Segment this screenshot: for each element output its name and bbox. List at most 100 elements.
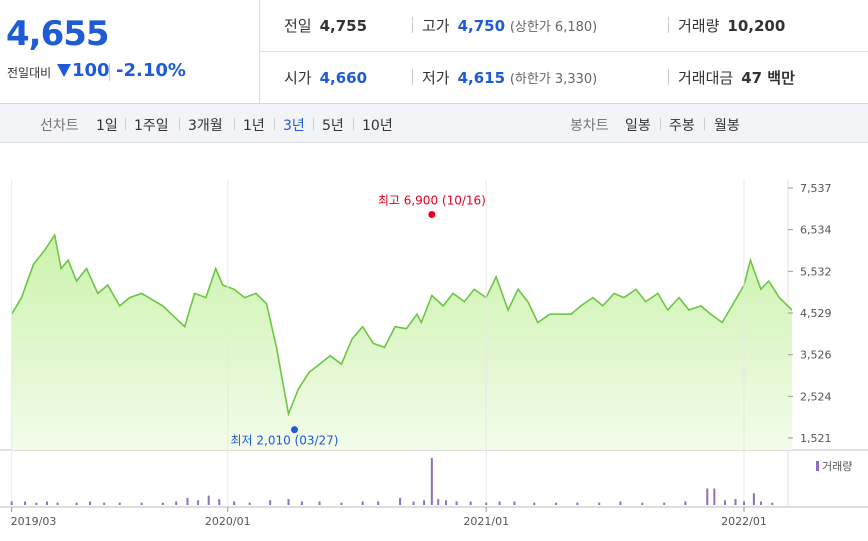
- upper-limit: (상한가 6,180): [509, 20, 598, 35]
- volume-legend-swatch: [816, 461, 819, 471]
- volume-bar: [175, 501, 178, 505]
- volume-label: 거래량: [678, 17, 720, 35]
- y-tick-label: 7,537: [800, 182, 832, 195]
- volume-legend: 거래량: [822, 460, 852, 473]
- low-annotation: 최저 2,010 (03/27): [230, 434, 338, 448]
- period-3m[interactable]: 3개월: [188, 118, 223, 134]
- volume-bar: [89, 501, 92, 505]
- candle-weekly[interactable]: 주봉: [669, 118, 695, 134]
- info-row-2: 시가 4,660 저가 4,615 (하한가 3,330) 거래대금 47 백만: [260, 52, 868, 103]
- volume-bar: [377, 501, 380, 505]
- volume-bar: [269, 500, 272, 505]
- volume-bar: [743, 501, 745, 505]
- x-tick-label: 2020/01: [205, 515, 251, 528]
- price-summary: 4,655 전일대비 100 -2.10%: [0, 0, 260, 103]
- day-low-label: 저가: [422, 69, 450, 87]
- change-divider: [109, 63, 110, 81]
- line-chart-label: 선차트: [40, 118, 79, 134]
- volume-bar: [300, 501, 303, 505]
- volume-bar: [533, 502, 536, 505]
- volume-value: 10,200: [727, 17, 786, 35]
- period-divider: [274, 118, 275, 130]
- high-marker: [428, 210, 436, 218]
- period-divider: [125, 118, 126, 130]
- volume-bar: [24, 501, 27, 505]
- volume-bar: [233, 501, 236, 505]
- volume-bar: [118, 502, 121, 505]
- info-divider: [668, 17, 669, 33]
- period-10y[interactable]: 10년: [362, 118, 393, 134]
- volume-bar: [469, 501, 472, 505]
- y-tick-label: 1,521: [800, 432, 832, 445]
- period-divider: [704, 118, 705, 130]
- y-tick-label: 3,526: [800, 349, 832, 362]
- volume-bar: [340, 502, 343, 505]
- volume-bar: [318, 501, 321, 505]
- volume-bar: [399, 497, 402, 505]
- volume-bar: [207, 495, 210, 505]
- trade-amount: 거래대금 47 백만: [678, 67, 795, 88]
- volume-bar: [430, 458, 433, 505]
- volume-bar: [684, 501, 687, 505]
- volume-bar: [663, 502, 666, 505]
- volume-bar: [752, 493, 755, 505]
- day-low: 저가 4,615 (하한가 3,330): [422, 67, 597, 88]
- x-tick-label: 2019/03: [11, 515, 57, 528]
- candle-daily[interactable]: 일봉: [625, 118, 651, 134]
- price-chart: 7,537 6,534 5,532 4,529 3,526 2,524 1,521 2019…: [0, 180, 868, 528]
- period-divider: [353, 118, 354, 130]
- volume-bar: [759, 501, 762, 505]
- trade-amount-value: 47 백만: [741, 69, 795, 87]
- day-low-value: 4,615: [457, 69, 506, 87]
- period-5y[interactable]: 5년: [322, 118, 344, 134]
- price-area: [11, 235, 793, 450]
- volume-bar: [723, 500, 726, 505]
- volume-bar: [412, 501, 415, 505]
- down-triangle-icon: [57, 64, 71, 77]
- quote-header: 4,655 전일대비 100 -2.10% 전일 4,755 고가 4,750 (상…: [0, 0, 868, 104]
- volume-bar: [186, 497, 189, 505]
- volume-bar: [576, 502, 579, 505]
- candle-monthly[interactable]: 월봉: [714, 118, 740, 134]
- prev-close: 전일 4,755: [284, 15, 367, 36]
- volume-bar: [641, 502, 644, 505]
- volume-bar: [713, 488, 716, 505]
- period-3y[interactable]: 3년: [283, 118, 305, 134]
- volume-bar: [498, 501, 501, 505]
- volume-bar: [140, 502, 143, 505]
- period-1d[interactable]: 1일: [96, 118, 118, 134]
- volume-bar: [361, 501, 364, 505]
- volume-bar: [75, 502, 78, 505]
- volume-bar: [161, 502, 164, 505]
- volume: 거래량 10,200: [678, 15, 785, 36]
- period-1w[interactable]: 1주일: [134, 118, 169, 134]
- open-label: 시가: [284, 69, 312, 87]
- day-high-value: 4,750: [457, 17, 506, 35]
- period-1y[interactable]: 1년: [243, 118, 265, 134]
- open-price: 시가 4,660: [284, 67, 367, 88]
- x-tick-label: 2021/01: [463, 515, 509, 528]
- y-tick-label: 2,524: [800, 390, 832, 403]
- volume-bar: [437, 499, 440, 505]
- volume-bar: [10, 501, 13, 505]
- volume-bar: [45, 501, 48, 505]
- period-divider: [234, 118, 235, 130]
- day-high-label: 고가: [422, 17, 450, 35]
- candle-chart-label: 봉차트: [570, 118, 609, 134]
- info-row-1: 전일 4,755 고가 4,750 (상한가 6,180) 거래량 10,200: [260, 0, 868, 52]
- volume-bar: [555, 502, 558, 505]
- info-divider: [412, 69, 413, 85]
- period-bar: 선차트 1일 1주일 3개월 1년 3년 5년 10년 봉차트 일봉 주봉 월봉: [0, 104, 868, 143]
- current-price: 4,655: [6, 14, 110, 54]
- volume-bar: [444, 500, 447, 505]
- volume-bar: [248, 502, 251, 505]
- period-divider: [179, 118, 180, 130]
- volume-bar: [706, 488, 709, 505]
- volume-bar: [485, 502, 488, 505]
- change-value: 100: [72, 60, 110, 81]
- volume-bar: [218, 499, 221, 505]
- volume-bar: [771, 502, 774, 505]
- volume-bar: [35, 502, 38, 505]
- info-divider: [412, 17, 413, 33]
- y-tick-label: 5,532: [800, 265, 832, 278]
